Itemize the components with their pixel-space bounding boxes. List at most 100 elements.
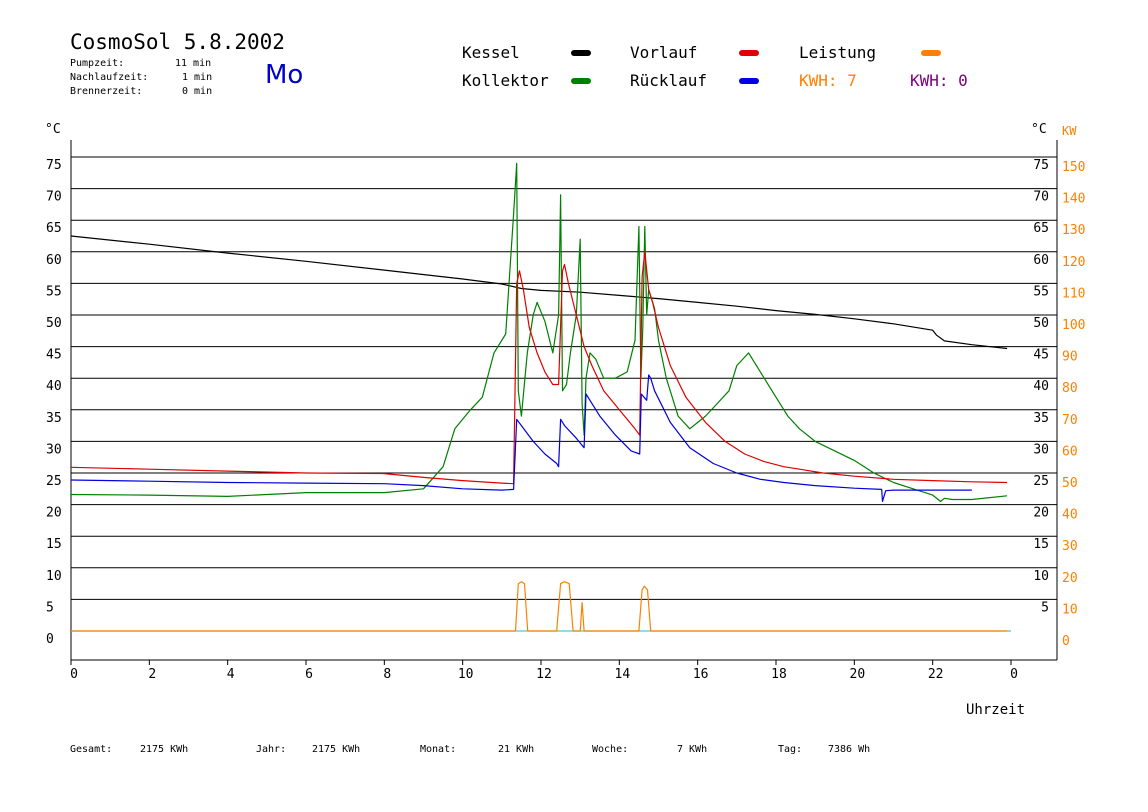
x-tick-label-4: 8: [383, 667, 391, 682]
y-tick-right-75: 75: [1033, 158, 1049, 173]
footer-total-label: Gesamt:: [70, 744, 113, 755]
y-tick-right-10: 10: [1033, 569, 1049, 584]
y-tick-left-60: 60: [46, 253, 62, 268]
footer-month-label: Monat:: [420, 744, 457, 755]
x-tick-label-3: 6: [305, 667, 313, 682]
y-tick-left-15: 15: [46, 537, 62, 552]
y-tick-right-45: 45: [1033, 348, 1049, 363]
footer-year-label: Jahr:: [256, 744, 287, 755]
legend-leistung-label: Leistung: [799, 43, 877, 62]
y-tick-power-0: 0: [1062, 634, 1070, 649]
afterrun-time-value: 1 min: [182, 72, 213, 83]
legend-ruecklauf-swatch: [739, 78, 759, 84]
y-tick-power-50: 50: [1062, 476, 1078, 491]
chart-title: CosmoSol 5.8.2002: [70, 30, 285, 54]
afterrun-time-label: Nachlaufzeit:: [70, 72, 149, 83]
x-axis-label: Uhrzeit: [966, 702, 1026, 718]
y-tick-left-20: 20: [46, 506, 62, 521]
y-tick-left-0: 0: [46, 632, 54, 647]
x-tick-label-10: 20: [850, 667, 866, 682]
y-tick-power-20: 20: [1062, 571, 1078, 586]
y-tick-right-15: 15: [1033, 537, 1049, 552]
y-tick-power-70: 70: [1062, 413, 1078, 428]
y-tick-right-30: 30: [1033, 442, 1049, 457]
y-axis-power-unit: KW: [1062, 124, 1077, 138]
burner-time-value: 0 min: [182, 86, 213, 97]
y-tick-right-50: 50: [1033, 316, 1049, 331]
footer-week-label: Woche:: [592, 744, 629, 755]
x-tick-label-0: 0: [70, 667, 78, 682]
x-tick-label-8: 16: [693, 667, 709, 682]
x-tick-label-7: 14: [615, 667, 631, 682]
weekday-label: Mo: [265, 60, 304, 90]
y-tick-right-35: 35: [1033, 411, 1049, 426]
x-tick-label-1: 2: [148, 667, 156, 682]
y-tick-right-65: 65: [1033, 221, 1049, 236]
pump-time-label: Pumpzeit:: [70, 58, 125, 69]
legend-vorlauf-label: Vorlauf: [630, 43, 698, 62]
y-tick-right-40: 40: [1033, 379, 1049, 394]
legend-kollektor-label: Kollektor: [462, 71, 549, 90]
y-tick-power-140: 140: [1062, 192, 1085, 207]
series-leistung: [71, 581, 1008, 632]
y-tick-right-70: 70: [1033, 190, 1049, 205]
y-axis-left-unit: °C: [45, 122, 61, 137]
y-tick-power-60: 60: [1062, 444, 1078, 459]
y-tick-power-10: 10: [1062, 602, 1078, 617]
footer-day-label: Tag:: [778, 744, 803, 755]
y-tick-left-50: 50: [46, 316, 62, 331]
legend-leistung-swatch: [921, 50, 941, 56]
y-tick-power-30: 30: [1062, 539, 1078, 554]
y-tick-power-110: 110: [1062, 286, 1085, 301]
legend-kollektor-swatch: [571, 78, 591, 84]
y-tick-left-75: 75: [46, 158, 62, 173]
footer-total-value: 2175 KWh: [140, 744, 189, 755]
pump-time-value: 11 min: [175, 58, 212, 69]
y-tick-left-70: 70: [46, 190, 62, 205]
legend-vorlauf-swatch: [739, 50, 759, 56]
x-tick-label-11: 22: [928, 667, 944, 682]
series-kollektor: [70, 162, 1008, 502]
legend-kessel-label: Kessel: [462, 43, 520, 62]
y-tick-right-20: 20: [1033, 506, 1049, 521]
y-tick-power-90: 90: [1062, 350, 1078, 365]
x-tick-label-9: 18: [771, 667, 787, 682]
y-tick-power-150: 150: [1062, 160, 1085, 175]
x-tick-label-2: 4: [227, 667, 235, 682]
legend-kessel-swatch: [571, 50, 591, 56]
series-ruecklauf: [70, 374, 972, 502]
y-tick-power-100: 100: [1062, 318, 1085, 333]
legend-ruecklauf-label: Rücklauf: [630, 71, 708, 90]
y-tick-left-35: 35: [46, 411, 62, 426]
legend-kwh-burner: KWH: 0: [910, 71, 968, 90]
y-tick-left-5: 5: [46, 600, 54, 615]
y-tick-right-25: 25: [1033, 474, 1049, 489]
y-tick-power-80: 80: [1062, 381, 1078, 396]
y-tick-power-40: 40: [1062, 508, 1078, 523]
x-tick-label-6: 12: [536, 667, 552, 682]
y-axis-right-unit: °C: [1031, 122, 1047, 137]
x-tick-label-12: 0: [1010, 667, 1018, 682]
footer-day-value: 7386 Wh: [828, 744, 871, 755]
y-tick-right-55: 55: [1033, 284, 1049, 299]
series-kessel: [70, 235, 1008, 350]
footer-year-value: 2175 KWh: [312, 744, 361, 755]
footer-week-value: 7 KWh: [677, 744, 708, 755]
y-tick-left-40: 40: [46, 379, 62, 394]
y-tick-left-30: 30: [46, 442, 62, 457]
x-tick-label-5: 10: [458, 667, 474, 682]
y-tick-left-10: 10: [46, 569, 62, 584]
y-tick-right-5: 5: [1041, 600, 1049, 615]
series-vorlauf: [70, 251, 1008, 485]
y-tick-left-55: 55: [46, 284, 62, 299]
y-tick-left-45: 45: [46, 348, 62, 363]
legend-kwh-solar: KWH: 7: [799, 71, 857, 90]
y-tick-power-130: 130: [1062, 223, 1085, 238]
burner-time-label: Brennerzeit:: [70, 86, 143, 97]
y-tick-left-65: 65: [46, 221, 62, 236]
y-tick-power-120: 120: [1062, 255, 1085, 270]
y-tick-left-25: 25: [46, 474, 62, 489]
y-tick-right-60: 60: [1033, 253, 1049, 268]
